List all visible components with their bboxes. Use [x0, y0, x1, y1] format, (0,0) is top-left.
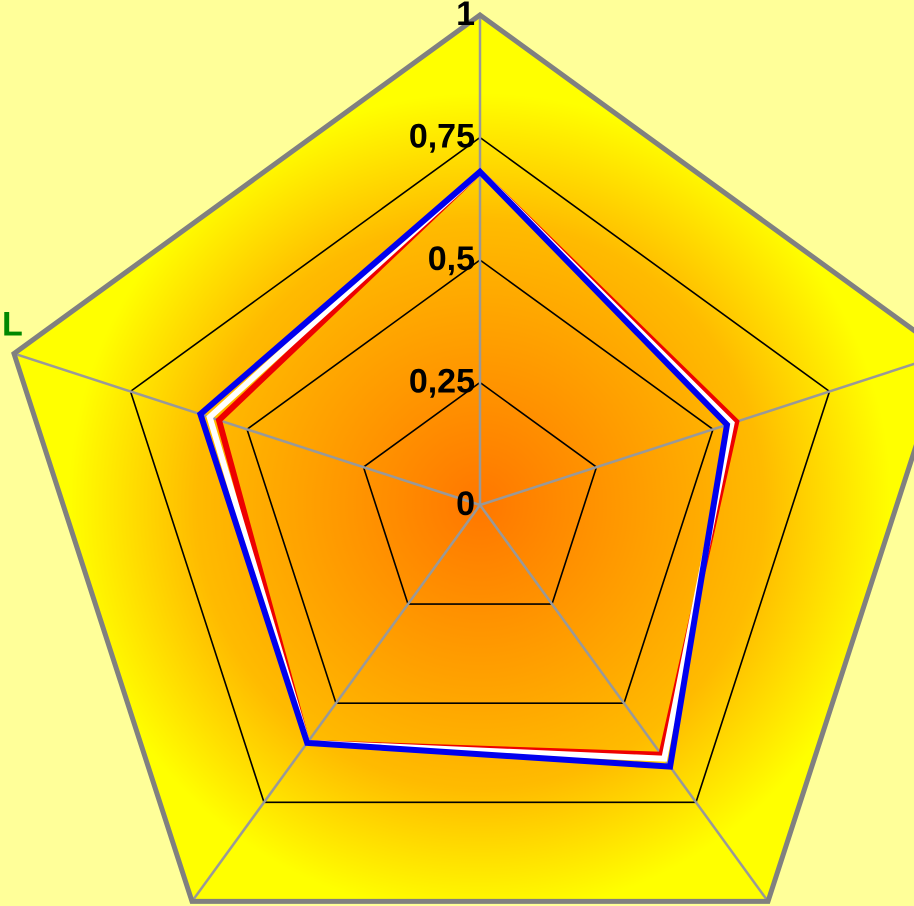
- radar-spoke: [479, 362, 914, 507]
- radar-series: [196, 167, 740, 770]
- radar-spokes: [13, 15, 914, 903]
- tick-label: 0,25: [409, 363, 475, 401]
- radar-spoke: [190, 504, 482, 903]
- grid-ring: [129, 136, 831, 804]
- radar-grid: [129, 136, 831, 804]
- tick-label: 0,75: [409, 118, 475, 156]
- tick-label: 1: [456, 0, 475, 33]
- series-line: [196, 167, 731, 770]
- grid-ring: [246, 259, 714, 705]
- radar-spoke: [13, 352, 481, 507]
- outer-frame: [11, 11, 914, 904]
- tick-labels: 0 0,25 0,5 0,75 1: [409, 0, 475, 523]
- category-label: L: [2, 306, 23, 344]
- category-labels: L: [2, 306, 23, 344]
- tick-label: 0,5: [428, 240, 475, 278]
- grid-ring: [362, 381, 598, 605]
- plot-area: [14, 15, 914, 902]
- tick-label: 0: [456, 485, 475, 523]
- radar-spoke: [478, 504, 770, 903]
- series-line: [206, 167, 735, 762]
